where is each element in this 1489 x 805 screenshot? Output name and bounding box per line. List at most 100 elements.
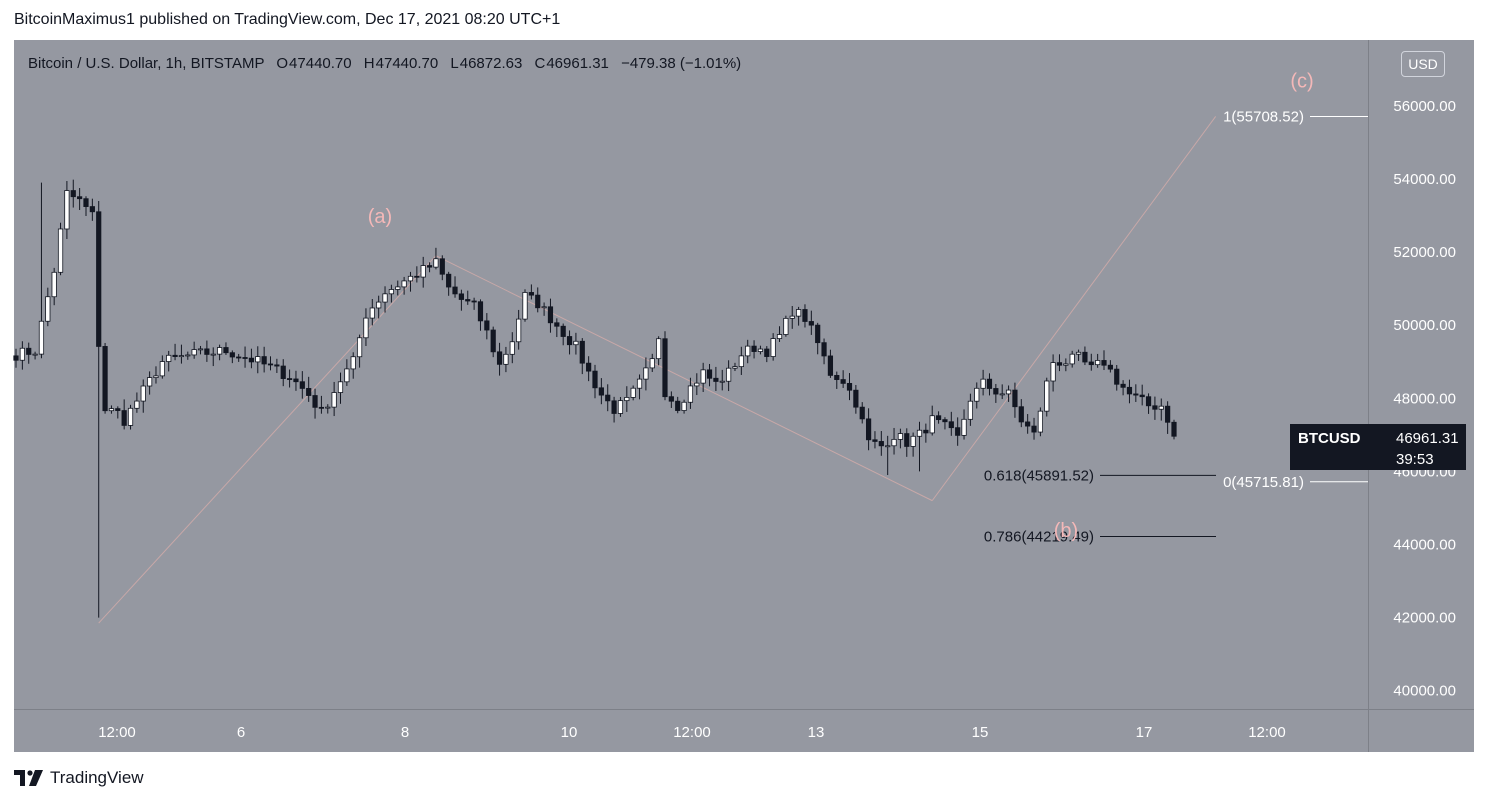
- x-tick-label: 8: [401, 724, 409, 741]
- candle-body: [465, 299, 471, 302]
- candle-body: [636, 378, 643, 389]
- candle-body: [274, 364, 280, 367]
- candle-body: [566, 336, 573, 346]
- candle-body: [923, 429, 929, 434]
- candle-body: [503, 353, 509, 365]
- candle-body: [89, 206, 95, 213]
- candle-body: [713, 377, 719, 382]
- fib-level-label: 0.618(45891.52): [984, 467, 1094, 484]
- candle-body: [19, 347, 25, 361]
- candle-body: [1037, 410, 1043, 433]
- candle-body: [948, 421, 954, 429]
- fib-level-label: 1(55708.52): [1223, 108, 1304, 125]
- candle-body: [624, 397, 630, 402]
- candle-body: [1171, 421, 1177, 437]
- tradingview-footer[interactable]: TradingView: [14, 768, 144, 788]
- candle-body: [1075, 351, 1082, 355]
- open-label: O: [276, 55, 289, 72]
- candle-body: [13, 355, 19, 361]
- candle-body: [471, 300, 477, 303]
- candle-body: [706, 369, 713, 379]
- candle-body: [821, 342, 827, 357]
- candle-body: [1063, 363, 1069, 366]
- price-axis-divider: [1368, 40, 1369, 752]
- candle-body: [891, 438, 897, 447]
- symbol-title: Bitcoin / U.S. Dollar, 1h, BITSTAMP: [28, 55, 265, 72]
- wave-labels: (a) (b) (c): [368, 71, 1314, 543]
- y-tick-label: 50000.00: [1393, 317, 1456, 334]
- y-tick-label: 44000.00: [1393, 536, 1456, 553]
- candle-body: [242, 357, 248, 359]
- candle-body: [77, 196, 83, 200]
- candles: [13, 179, 1177, 618]
- candle-body: [325, 406, 331, 409]
- candle-body: [401, 280, 407, 288]
- fib-level-label: 0(45715.81): [1223, 474, 1304, 491]
- candle-body: [955, 427, 961, 436]
- candle-body: [414, 275, 420, 278]
- candle-body: [395, 286, 401, 290]
- candle-body: [197, 348, 204, 351]
- candle-body: [1069, 353, 1075, 365]
- x-tick-label: 17: [1136, 724, 1153, 741]
- candle-body: [846, 382, 853, 391]
- publisher-header: BitcoinMaximus1 published on TradingView…: [14, 11, 561, 28]
- candle-body: [26, 347, 32, 355]
- candle-body: [217, 347, 223, 355]
- candle-body: [477, 301, 484, 322]
- candle-body: [204, 348, 210, 355]
- candle-body: [885, 445, 891, 448]
- candle-body: [668, 396, 674, 402]
- candle-body: [598, 387, 604, 396]
- candle-body: [172, 354, 178, 357]
- candle-body: [433, 258, 439, 268]
- candle-body: [528, 292, 534, 296]
- change-value: −479.38 (−1.01%): [621, 55, 742, 72]
- chart-pane[interactable]: [14, 40, 1474, 752]
- candle-body: [649, 358, 655, 369]
- candle-body: [522, 292, 528, 320]
- candle-body: [306, 388, 312, 396]
- candle-body: [51, 271, 57, 298]
- candle-body: [783, 317, 789, 335]
- candle-body: [643, 367, 649, 380]
- candle-body: [356, 337, 363, 358]
- wave-label: (a): [368, 206, 392, 228]
- candle-body: [1025, 421, 1031, 427]
- x-tick-label: 15: [972, 724, 989, 741]
- high-value: 47440.70: [375, 55, 439, 72]
- close-label: C: [534, 55, 546, 72]
- low-label: L: [450, 55, 459, 72]
- candle-body: [1120, 383, 1126, 388]
- currency-button[interactable]: USD: [1401, 51, 1445, 77]
- candle-body: [1101, 360, 1107, 366]
- candle-body: [1139, 394, 1145, 398]
- candle-body: [102, 346, 108, 412]
- symbol-legend: Bitcoin / U.S. Dollar, 1h, BITSTAMP O 474…: [28, 55, 741, 72]
- candle-body: [57, 228, 64, 273]
- candle-body: [452, 286, 458, 295]
- candle-body: [376, 301, 382, 309]
- candle-body: [255, 356, 261, 363]
- candle-body: [1133, 393, 1139, 396]
- candle-body: [64, 190, 70, 230]
- candle-body: [611, 400, 617, 414]
- candle-body: [840, 379, 846, 384]
- candle-body: [388, 289, 394, 295]
- candle-body: [267, 363, 274, 366]
- candle-body: [579, 340, 585, 364]
- candle-body: [617, 400, 624, 414]
- candle-body: [929, 415, 935, 434]
- candle-body: [108, 408, 115, 412]
- candle-body: [484, 320, 490, 331]
- candle-body: [904, 433, 910, 447]
- candle-body: [1050, 362, 1056, 382]
- candle-body: [1031, 425, 1037, 433]
- candle-body: [159, 361, 165, 377]
- candle-body: [458, 293, 464, 300]
- candle-body: [166, 354, 172, 362]
- y-tick-label: 42000.00: [1393, 610, 1456, 627]
- high-label: H: [363, 55, 375, 72]
- wave-label: (c): [1290, 71, 1313, 93]
